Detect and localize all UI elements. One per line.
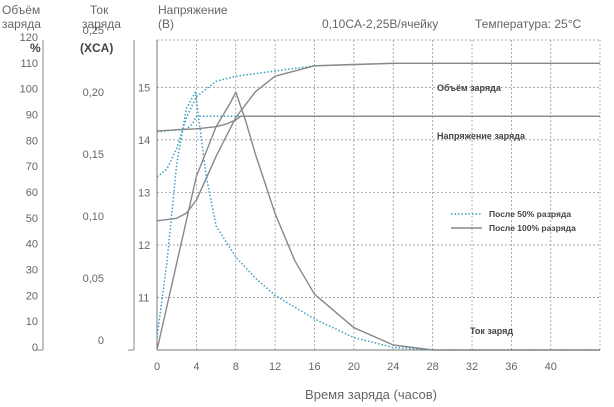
capacity-tick-label: 40 [26,239,38,251]
current-tick-label: 0,05 [83,273,104,285]
voltage-axis-title-line1: Напряжение [158,3,228,17]
voltage-tick-label: 15 [138,82,150,94]
x-tick-label: 16 [308,361,320,373]
capacity-tick-label: 0 [32,342,38,354]
capacity-tick-label: 50 [26,213,38,225]
capacity-unit: % [30,41,41,55]
voltage-axis-title-line2: (В) [158,17,174,31]
voltage-tick-label: 14 [138,135,150,147]
capacity-tick-label: 60 [26,187,38,199]
capacity-tick-label: 10 [26,316,38,328]
x-tick-label: 4 [193,361,199,373]
current-tick-label: 0,10 [83,211,104,223]
x-tick-label: 0 [154,361,160,373]
annotation-voltage: Напряжение заряда [437,131,526,141]
current-axis-title-line2: заряда [82,17,121,31]
temperature-label: Температура: 25°C [475,17,581,31]
x-tick-label: 24 [387,361,399,373]
current-tick-label: 0,15 [83,149,104,161]
x-axis-title: Время заряда (часов) [305,387,437,402]
capacity-axis-title-line2: заряда [2,17,41,31]
plot-axes [156,40,600,351]
voltage-tick-label: 12 [138,240,150,252]
legend-label-50: После 50% разряда [489,209,571,219]
legend-label-100: После 100% разряда [489,223,576,233]
series-voltage-100 [156,115,600,132]
capacity-tick-label: 110 [20,58,38,70]
x-tick-label: 8 [233,361,239,373]
current-tick-label: 0,20 [83,87,104,99]
capacity-tick-label: 90 [26,110,38,122]
capacity-tick-label: 120 [20,32,38,44]
voltage-tick-label: 11 [138,292,149,304]
series-capacity-50 [156,62,600,178]
x-tick-label: 12 [269,361,281,373]
capacity-tick-label: 70 [26,161,38,173]
capacity-tick-label: 100 [20,84,38,96]
grid [157,39,601,350]
x-tick-label: 40 [545,361,557,373]
test-condition: 0,10CA-2,25В/ячейку [322,17,438,31]
capacity-tick-label: 20 [26,290,38,302]
current-tick-label: 0 [98,335,104,347]
annotation-current: Ток заряд [470,326,513,336]
series-current-50 [156,91,600,351]
x-tick-label: 32 [466,361,478,373]
current-tick-label: 0,25 [83,25,104,37]
x-tick-label: 20 [348,361,360,373]
annotation-capacity: Объём заряда [437,83,502,93]
legend: После 50% разряда После 100% разряда [451,209,576,233]
x-tick-label: 36 [505,361,517,373]
capacity-axis-title-line1: Объём [2,3,40,17]
x-tick-label: 28 [427,361,439,373]
tick-labels: 0 4 8 12 16 20 24 28 32 36 40 11 12 13 14 15 0 10 20 30 40 50… [20,25,557,373]
voltage-tick-label: 13 [138,187,150,199]
series-current-100 [156,91,600,351]
capacity-tick-label: 80 [26,135,38,147]
current-axis-title-line1: Ток [90,3,109,17]
current-unit: (XCA) [80,41,113,55]
series-lines [156,62,600,351]
capacity-tick-label: 30 [26,265,38,277]
